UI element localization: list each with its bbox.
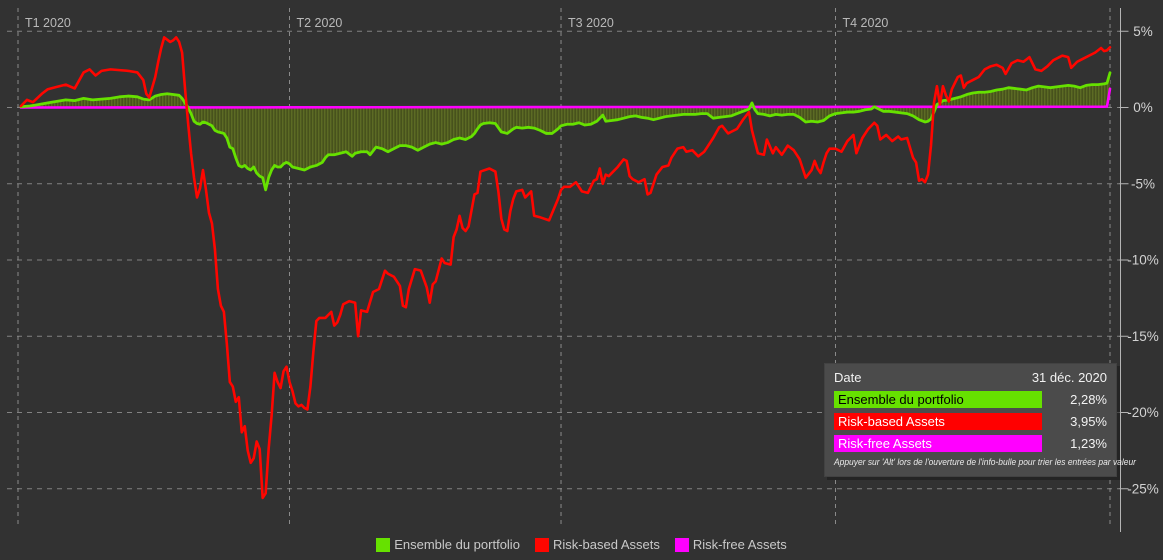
legend-item-risk-free[interactable]: Risk-free Assets [674,537,787,552]
y-axis-label: -15% [1127,329,1159,344]
tooltip-chip-risk-free: Risk-free Assets [834,435,1042,452]
y-axis-label: -20% [1127,405,1159,420]
legend: Ensemble du portfolio Risk-based Assets … [0,537,1163,552]
portfolio-swatch-icon [376,537,391,552]
tooltip-date-label: Date [834,370,862,385]
tooltip-chip-portfolio: Ensemble du portfolio [834,391,1042,408]
tooltip-value-portfolio: 2,28% [1070,392,1107,407]
y-axis-label: 0% [1133,100,1153,115]
risk-based-assets-line [19,36,1112,500]
legend-label-risk-based: Risk-based Assets [552,537,660,552]
portfolio-vs-riskfree-area [20,72,1110,190]
tooltip-value-risk-based: 3,95% [1070,414,1107,429]
risk-free-assets-line [19,87,1112,109]
quarter-label: T3 2020 [568,16,614,30]
legend-item-risk-based[interactable]: Risk-based Assets [534,537,660,552]
tooltip-sort-hint: Appuyer sur 'Alt' lors de l'ouverture de… [834,457,1136,467]
quarter-label: T2 2020 [297,16,343,30]
tooltip-header: Date 31 déc. 2020 [834,370,1107,385]
tooltip-chip-risk-based: Risk-based Assets [834,413,1042,430]
legend-label-risk-free: Risk-free Assets [692,537,787,552]
ensemble-du-portfolio-line [19,71,1112,192]
quarter-label: T4 2020 [843,16,889,30]
risk-based-swatch-icon [534,537,549,552]
tooltip-row-portfolio: Ensemble du portfolio 2,28% [834,391,1107,408]
tooltip: Date 31 déc. 2020 Ensemble du portfolio … [824,363,1136,477]
tooltip-row-risk-based: Risk-based Assets 3,95% [834,413,1107,430]
y-axis-label: -25% [1127,481,1159,496]
y-axis-label: 5% [1133,24,1153,39]
y-axis-label: -10% [1127,253,1159,268]
legend-item-portfolio[interactable]: Ensemble du portfolio [376,537,520,552]
risk-free-swatch-icon [674,537,689,552]
y-axis-label: -5% [1131,176,1155,191]
legend-label-portfolio: Ensemble du portfolio [394,537,520,552]
tooltip-date-value: 31 déc. 2020 [1031,370,1107,385]
tooltip-value-risk-free: 1,23% [1070,436,1107,451]
tooltip-row-risk-free: Risk-free Assets 1,23% [834,435,1107,452]
quarter-label: T1 2020 [25,16,71,30]
